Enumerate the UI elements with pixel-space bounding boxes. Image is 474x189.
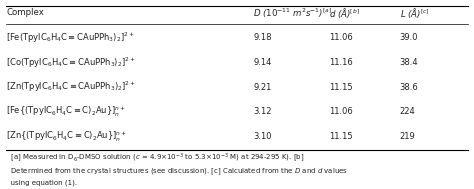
Text: [Fe(TpylC$_6$H$_4$C$\equiv$CAuPPh$_3$)$_2$]$^{2+}$: [Fe(TpylC$_6$H$_4$C$\equiv$CAuPPh$_3$)$_… bbox=[6, 30, 135, 45]
Text: 38.4: 38.4 bbox=[400, 58, 418, 67]
Text: [Co(TpylC$_6$H$_4$C$\equiv$CAuPPh$_3$)$_2$]$^{2+}$: [Co(TpylC$_6$H$_4$C$\equiv$CAuPPh$_3$)$_… bbox=[6, 55, 136, 70]
Text: Complex: Complex bbox=[6, 9, 44, 17]
Text: 3.10: 3.10 bbox=[254, 132, 272, 141]
Text: 11.16: 11.16 bbox=[329, 58, 353, 67]
Text: $d$ (Å)$^{[b]}$: $d$ (Å)$^{[b]}$ bbox=[329, 6, 360, 20]
Text: 38.6: 38.6 bbox=[400, 83, 419, 92]
Text: $D$ ($10^{-11}$ m$^{2}$s$^{-1}$)$^{[a]}$: $D$ ($10^{-11}$ m$^{2}$s$^{-1}$)$^{[a]}$ bbox=[254, 6, 333, 20]
Text: [Zn(TpylC$_6$H$_4$C$\equiv$CAuPPh$_3$)$_2$]$^{2+}$: [Zn(TpylC$_6$H$_4$C$\equiv$CAuPPh$_3$)$_… bbox=[6, 80, 136, 94]
Text: [Fe{(TpylC$_6$H$_4$C$\equiv$C)$_2$Au}]$_n^{n+}$: [Fe{(TpylC$_6$H$_4$C$\equiv$C)$_2$Au}]$_… bbox=[6, 105, 126, 119]
Text: 9.18: 9.18 bbox=[254, 33, 272, 42]
Text: 3.12: 3.12 bbox=[254, 107, 272, 116]
Text: 224: 224 bbox=[400, 107, 415, 116]
Text: 9.21: 9.21 bbox=[254, 83, 272, 92]
Text: 9.14: 9.14 bbox=[254, 58, 272, 67]
Text: 11.06: 11.06 bbox=[329, 107, 353, 116]
Text: 219: 219 bbox=[400, 132, 415, 141]
Text: 11.15: 11.15 bbox=[329, 83, 353, 92]
Text: 11.15: 11.15 bbox=[329, 132, 353, 141]
Text: [a] Measured in D$_6$-DMSO solution ($c$ = 4.9$\times$10$^{-3}$ to 5.3$\times$10: [a] Measured in D$_6$-DMSO solution ($c$… bbox=[6, 151, 348, 186]
Text: 11.06: 11.06 bbox=[329, 33, 353, 42]
Text: [Zn{(TpylC$_6$H$_4$C$\equiv$C)$_2$Au}]$_n^{n+}$: [Zn{(TpylC$_6$H$_4$C$\equiv$C)$_2$Au}]$_… bbox=[6, 129, 128, 144]
Text: $L$ (Å)$^{[c]}$: $L$ (Å)$^{[c]}$ bbox=[400, 6, 429, 20]
Text: 39.0: 39.0 bbox=[400, 33, 418, 42]
